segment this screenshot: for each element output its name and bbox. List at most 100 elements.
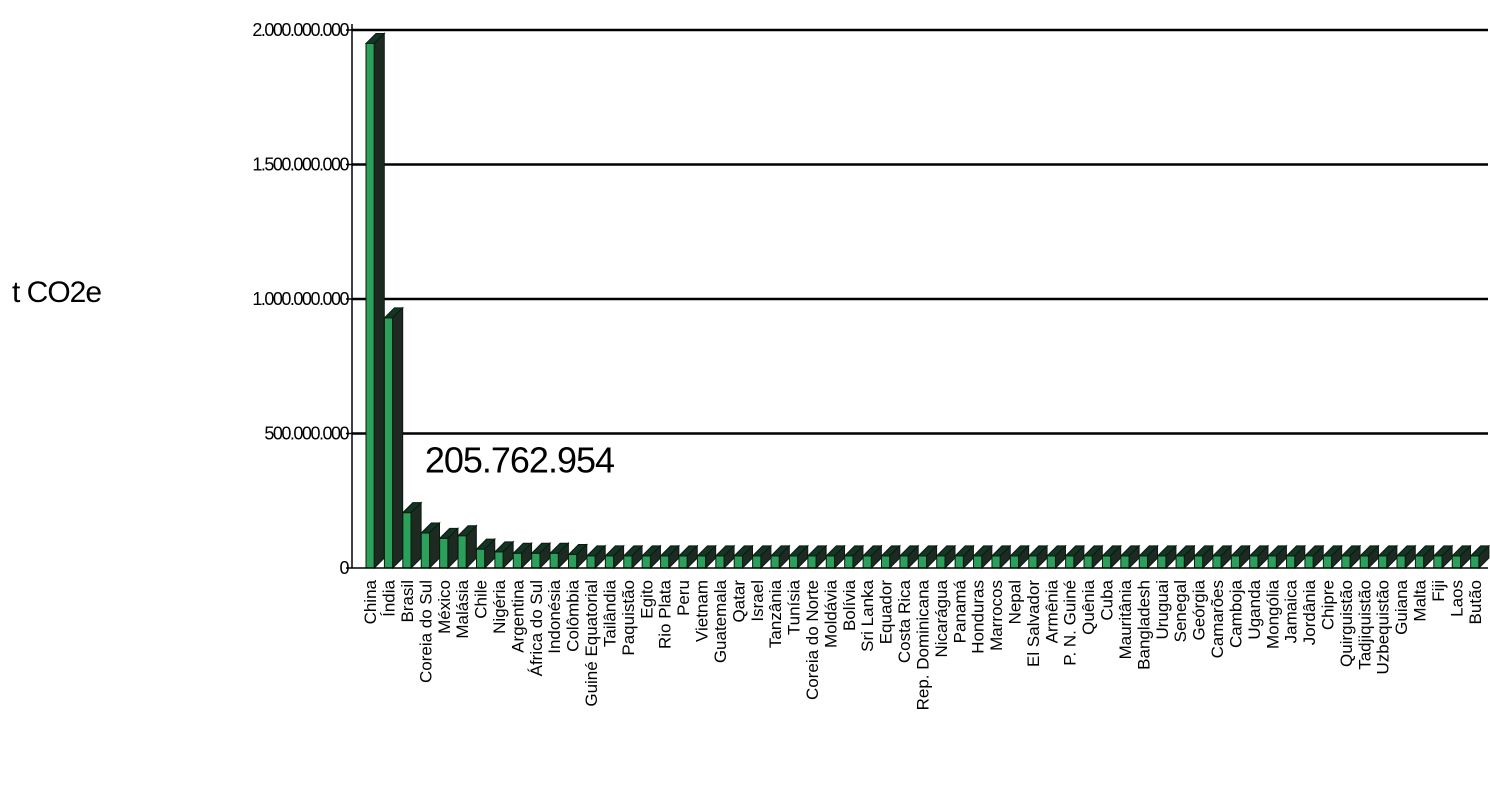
bar bbox=[861, 544, 883, 570]
x-tick-label: Rio Plata bbox=[656, 579, 675, 649]
x-tick-label: Colômbia bbox=[564, 579, 583, 651]
bar bbox=[659, 544, 681, 570]
bar bbox=[1395, 544, 1417, 570]
bar bbox=[696, 544, 717, 570]
x-tick-label: Nepal bbox=[1006, 580, 1025, 624]
x-tick-label: Chile bbox=[472, 580, 491, 619]
bar bbox=[1377, 544, 1399, 570]
x-tick-label: Chipre bbox=[1318, 580, 1337, 630]
x-axis-labels: China Índia Brasil Coreia do Sul México Malás… bbox=[361, 579, 1485, 710]
bar bbox=[1174, 544, 1196, 570]
bar bbox=[475, 537, 496, 570]
bar bbox=[456, 524, 478, 570]
x-tick-label: Mongólia bbox=[1263, 579, 1282, 649]
bar bbox=[843, 544, 865, 570]
bar bbox=[953, 544, 975, 570]
y-tick-label: 0 bbox=[339, 558, 349, 578]
x-tick-label: Tadjiquistão bbox=[1355, 580, 1374, 670]
x-tick-label: Guatemala bbox=[711, 579, 730, 663]
bar bbox=[788, 544, 809, 570]
x-tick-label: Geórgia bbox=[1190, 579, 1209, 640]
x-tick-label: Egito bbox=[637, 580, 656, 619]
x-tick-label: Peru bbox=[674, 580, 693, 616]
bar bbox=[972, 544, 994, 570]
bar bbox=[364, 32, 386, 570]
x-tick-label: Índia bbox=[380, 579, 399, 616]
x-tick-label: Costa Rica bbox=[895, 579, 914, 663]
x-tick-label: China bbox=[361, 579, 380, 624]
x-tick-label: Mauritânia bbox=[1116, 579, 1135, 659]
bar bbox=[585, 544, 607, 570]
x-tick-label: Camarões bbox=[1208, 580, 1227, 658]
bar bbox=[383, 306, 404, 570]
bar bbox=[1266, 544, 1288, 570]
x-tick-label: Argentina bbox=[508, 579, 527, 652]
bar bbox=[751, 544, 773, 570]
bar bbox=[420, 521, 441, 570]
x-tick-label: Moldávia bbox=[821, 579, 840, 648]
x-tick-label: Panamá bbox=[950, 579, 969, 643]
bar bbox=[1451, 544, 1472, 570]
x-tick-label: Laos bbox=[1447, 580, 1466, 617]
x-tick-label: Marrocos bbox=[987, 580, 1006, 651]
bar bbox=[401, 501, 423, 570]
x-tick-label: Coreia do Sul bbox=[416, 580, 435, 683]
bar bbox=[1432, 544, 1454, 570]
x-tick-label: Sri Lanka bbox=[858, 579, 877, 651]
x-tick-label: Fiji bbox=[1429, 580, 1448, 602]
bar bbox=[990, 544, 1012, 570]
x-tick-label: Tanzânia bbox=[766, 579, 785, 648]
bar bbox=[1358, 544, 1380, 570]
x-tick-label: Honduras bbox=[969, 580, 988, 654]
x-tick-label: Jordânia bbox=[1300, 579, 1319, 645]
bar bbox=[1248, 544, 1270, 570]
x-tick-label: Malásia bbox=[453, 579, 472, 638]
bar bbox=[512, 541, 533, 570]
x-tick-label: Vietnam bbox=[693, 580, 712, 642]
bar bbox=[714, 544, 736, 570]
x-tick-label: Tunísia bbox=[785, 579, 804, 635]
x-tick-label: Armênia bbox=[1042, 579, 1061, 643]
x-tick-label: Quirguistão bbox=[1337, 580, 1356, 667]
x-tick-label: Nicarágua bbox=[932, 579, 951, 657]
bar bbox=[1045, 544, 1067, 570]
bar bbox=[1119, 544, 1141, 570]
bar bbox=[1193, 544, 1214, 570]
bar bbox=[1230, 544, 1251, 570]
bar bbox=[1414, 544, 1435, 570]
x-tick-label: Tailândia bbox=[600, 579, 619, 647]
x-tick-label: África do Sul bbox=[527, 580, 546, 676]
x-tick-label: México bbox=[435, 580, 454, 634]
bar bbox=[567, 543, 589, 570]
x-tick-label: Senegal bbox=[1171, 580, 1190, 642]
value-annotation: 205.762.954 bbox=[425, 440, 614, 481]
x-tick-label: Uzbequistão bbox=[1374, 580, 1393, 675]
y-axis-label: t CO2e bbox=[12, 276, 101, 309]
bar bbox=[640, 544, 662, 570]
x-tick-label: P. N. Guiné bbox=[1061, 580, 1080, 666]
bar bbox=[438, 527, 460, 570]
gridlines bbox=[352, 28, 1488, 435]
y-axis-ticks: 0 500.000.000 1.000.000.000 1.500.000.000 2.… bbox=[252, 20, 352, 578]
y-tick-label: 2.000.000.000 bbox=[252, 20, 349, 40]
x-tick-label: Coreia do Norte bbox=[803, 580, 822, 700]
bar bbox=[880, 544, 901, 570]
x-tick-label: Rep. Dominicana bbox=[913, 579, 932, 710]
y-tick-label: 500.000.000 bbox=[264, 424, 349, 444]
bar bbox=[1285, 544, 1307, 570]
bar bbox=[622, 544, 644, 570]
bar bbox=[1156, 544, 1178, 570]
x-tick-label: Camboja bbox=[1226, 579, 1245, 648]
bar bbox=[917, 544, 938, 570]
bar bbox=[677, 544, 699, 570]
x-tick-label: Paquistão bbox=[619, 580, 638, 656]
x-tick-label: Guiné Equatorial bbox=[582, 580, 601, 707]
x-tick-label: Indonésia bbox=[545, 579, 564, 653]
x-tick-label: Butão bbox=[1466, 580, 1485, 624]
y-tick-label: 1.500.000.000 bbox=[252, 155, 349, 175]
bar bbox=[1064, 544, 1086, 570]
bars bbox=[352, 32, 1490, 570]
bar bbox=[898, 544, 920, 570]
y-tick-label: 1.000.000.000 bbox=[252, 289, 349, 309]
